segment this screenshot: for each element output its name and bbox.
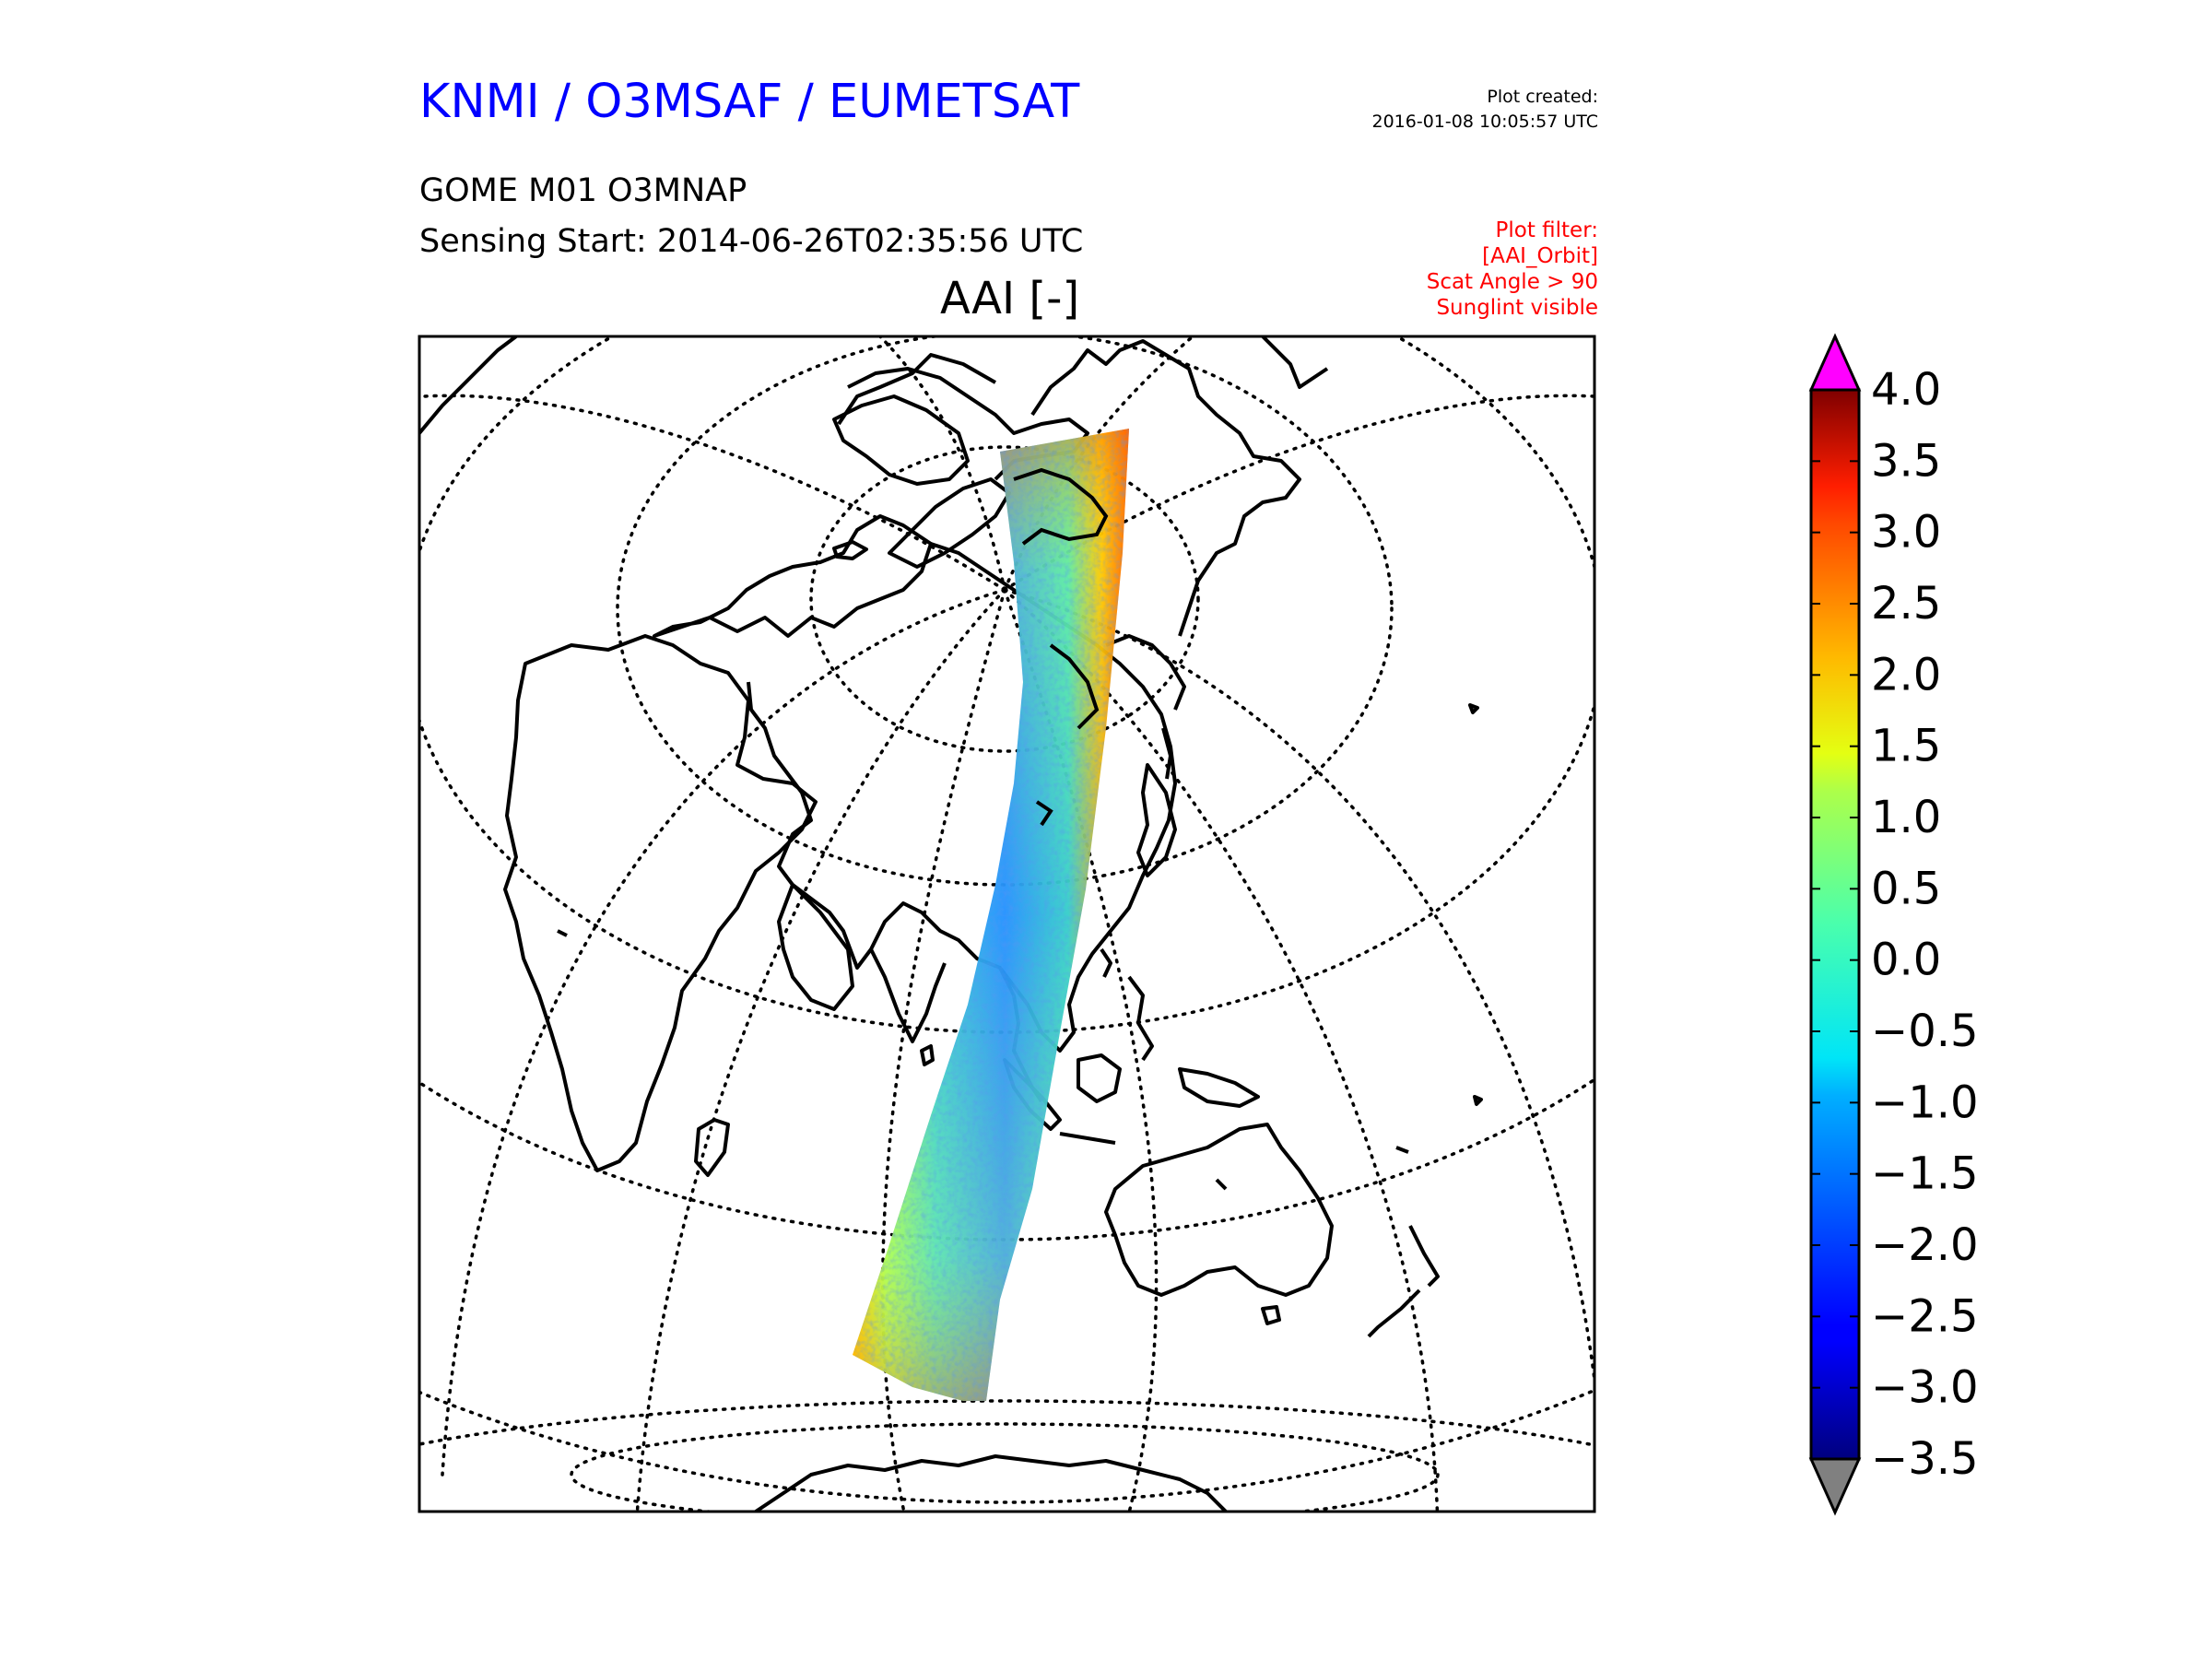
colorbar-tick-label: 0.0 <box>1871 935 1941 986</box>
coastline-greenland <box>832 394 970 486</box>
plot-created-info: Plot created: 2016-01-08 10:05:57 UTC <box>1372 85 1599 135</box>
plot-filter: Plot filter: [AAI_Orbit] Scat Angle > 90… <box>1427 218 1598 321</box>
colorbar-tick-label: 2.0 <box>1871 649 1941 700</box>
colorbar-tick-label: 3.0 <box>1871 507 1941 559</box>
coastline-sri-lanka <box>920 1044 935 1066</box>
coastline-iceland <box>832 540 868 560</box>
filter-line-2: [AAI_Orbit] <box>1482 244 1598 268</box>
colorbar-tick-label: −0.5 <box>1871 1006 1979 1057</box>
product-name: GOME M01 O3MNAP <box>419 172 747 209</box>
colorbar-over-triangle <box>1808 333 1862 392</box>
colorbar-tick-label: −2.0 <box>1871 1219 1979 1271</box>
colorbar-tick-label: −3.5 <box>1871 1433 1979 1485</box>
colorbar-tick-label: 2.5 <box>1871 578 1941 629</box>
colorbar-tick-label: −1.0 <box>1871 1077 1979 1128</box>
satellite-swath <box>853 429 1129 1401</box>
coastline-antarctica <box>754 1454 1228 1512</box>
colorbar-gradient <box>1809 388 1861 1461</box>
coastline-taiwan-philippines <box>1100 947 1154 1062</box>
coastline-north-america-west <box>1030 339 1301 637</box>
map-content <box>419 336 1594 1512</box>
coastline-islands <box>557 703 1483 1191</box>
colorbar-tick-label: −3.0 <box>1871 1362 1979 1414</box>
coastline-northeast <box>1261 336 1329 389</box>
coastline-sakhalin <box>1161 727 1172 780</box>
plot-created-label: Plot created: <box>1487 87 1598 107</box>
coastline-africa <box>503 634 818 1172</box>
coastline-java <box>1059 1132 1116 1145</box>
colorbar-tick-label: 3.5 <box>1871 435 1941 487</box>
filter-line-1: Plot filter: <box>1495 218 1598 242</box>
coastline-australia <box>1104 1123 1334 1297</box>
coastline-new-zealand <box>1367 1225 1440 1338</box>
filter-line-4: Sunglint visible <box>1436 296 1598 320</box>
coastline-japan <box>1136 763 1177 877</box>
colorbar-tick-label: 1.5 <box>1871 721 1941 772</box>
plot-created-time: 2016-01-08 10:05:57 UTC <box>1371 112 1599 132</box>
colorbar-ticks: 4.0 3.5 3.0 2.5 2.0 1.5 1.0 0.5 0.0 −0.5 −1.0 −1.5 −… <box>1811 364 1979 1485</box>
coastline-north-edge <box>419 336 518 435</box>
coastline-borneo <box>1077 1053 1122 1103</box>
filter-line-3: Scat Angle > 90 <box>1426 270 1598 294</box>
coastline-india <box>869 948 947 1043</box>
colorbar-under-triangle <box>1808 1457 1862 1516</box>
coastline-new-guinea <box>1178 1067 1260 1108</box>
colorbar-tick-label: 4.0 <box>1871 364 1941 416</box>
colorbar-tick-label: −2.5 <box>1871 1290 1979 1342</box>
coastline-tasmania <box>1261 1305 1281 1325</box>
colorbar-tick-label: 1.0 <box>1871 792 1941 843</box>
coastline-kamchatka <box>1105 634 1186 711</box>
sensing-start: Sensing Start: 2014-06-26T02:35:56 UTC <box>419 223 1084 260</box>
colorbar-tick-label: 0.5 <box>1871 863 1941 914</box>
map-frame <box>418 335 1596 1513</box>
map-title: AAI [-] <box>940 273 1080 324</box>
coastline-arabia <box>777 883 854 1011</box>
colorbar-tick-label: −1.5 <box>1871 1148 1979 1200</box>
coastline-madagascar <box>694 1118 730 1177</box>
org-title: KNMI / O3MSAF / EUMETSAT <box>419 75 1080 129</box>
coastline-north-europe <box>837 353 996 426</box>
